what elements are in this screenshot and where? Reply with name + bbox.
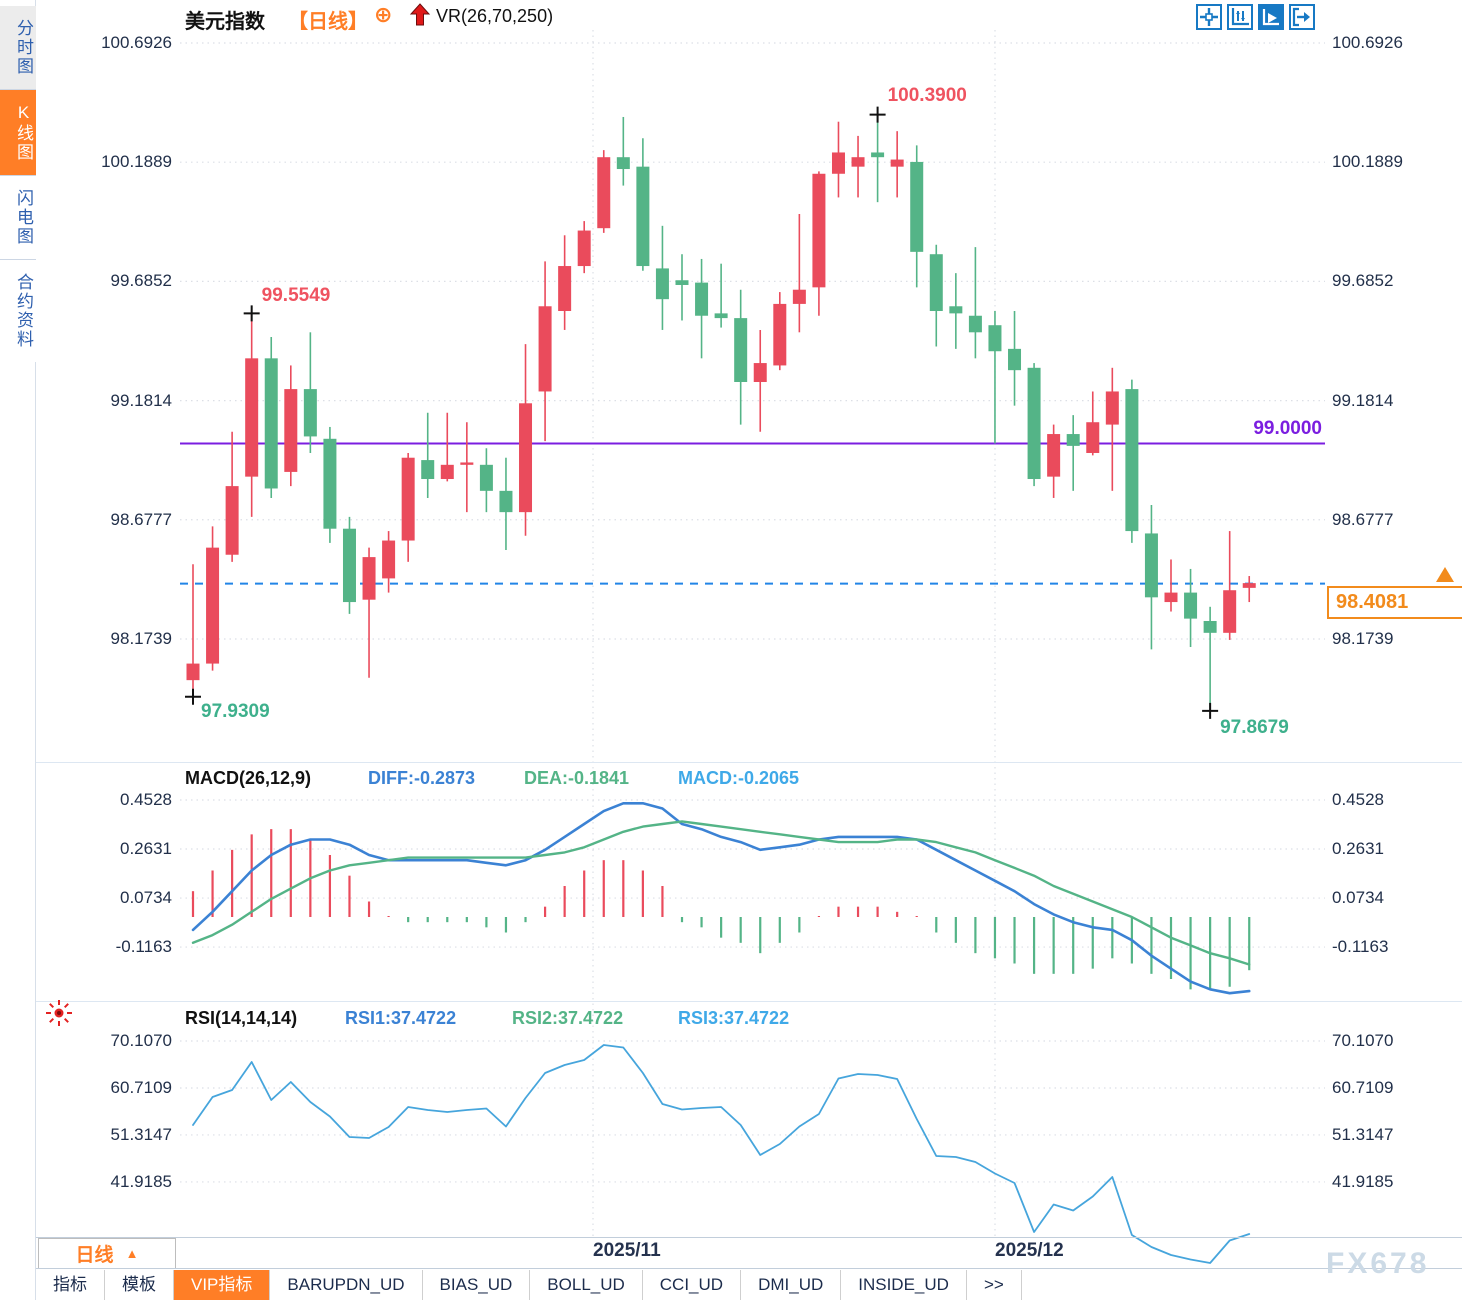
tab-more[interactable]: >> (967, 1270, 1022, 1300)
play-chart-icon[interactable] (1258, 4, 1284, 30)
tab-VIP指标[interactable]: VIP指标 (174, 1270, 271, 1300)
sidebar-item-4[interactable]: 合约资料 (0, 259, 36, 362)
rsi3-readout: RSI3:37.4722 (678, 1008, 790, 1028)
watermark: FX678 (1326, 1247, 1430, 1280)
price-axis-label-right: 99.1814 (1332, 390, 1394, 410)
macd-axis-label-right: 0.2631 (1332, 839, 1384, 859)
sidebar-item-2[interactable]: K线图 (0, 89, 36, 175)
price-annotation: 97.9309 (201, 700, 270, 722)
price-axis-label-left: 100.6926 (101, 33, 172, 52)
tab-指标[interactable]: 指标 (36, 1270, 105, 1300)
xaxis-label: 2025/12 (995, 1240, 1064, 1261)
left-sidebar: 分时图 K线图 闪电图 合约资料 (0, 0, 36, 1300)
price-axis-label-left: 99.6852 (110, 271, 172, 291)
symbol-title: 美元指数 (185, 11, 265, 33)
indicator-settings-sun-icon[interactable] (44, 998, 74, 1033)
rsi1-readout: RSI1:37.4722 (345, 1008, 457, 1028)
chart-title-row: 美元指数 【日线】 ⊕ VR(26,70,250) (0, 0, 1462, 33)
indicator-title: VR(26,70,250) (436, 6, 554, 26)
price-axis-label-left: 99.1814 (110, 390, 172, 410)
period-selector[interactable]: 日线 ▲ (38, 1238, 176, 1269)
period-tag[interactable]: 【日线】 (288, 11, 368, 33)
add-indicator-icon[interactable]: ⊕ (374, 2, 393, 27)
price-annotation: 97.8679 (1220, 716, 1289, 738)
rsi-axis-label-left: 70.1070 (110, 1031, 172, 1050)
tab-模板[interactable]: 模板 (105, 1270, 174, 1300)
macd-params-label: MACD(26,12,9) (185, 768, 312, 788)
hline-price-label: 99.0000 (1253, 418, 1322, 439)
macd-panel-series (191, 801, 1251, 995)
rsi-axis-label-left: 41.9185 (110, 1171, 172, 1191)
macd-value-readout: MACD:-0.2065 (678, 768, 800, 788)
macd-axis-label-left: 0.2631 (120, 839, 172, 859)
crosshair-pan-icon[interactable] (1196, 4, 1222, 30)
tab-BARUPDN_UD[interactable]: BARUPDN_UD (270, 1270, 423, 1300)
up-arrow-icon (409, 3, 431, 32)
macd-axis-label-left: -0.1163 (115, 937, 172, 957)
price-axis-label-left: 98.6777 (110, 509, 172, 529)
rsi-axis-label-right: 41.9185 (1332, 1171, 1394, 1191)
price-axis-label-right: 100.6926 (1332, 33, 1403, 52)
sidebar-item-1[interactable]: 分时图 (0, 6, 36, 89)
goto-latest-icon[interactable] (1289, 4, 1315, 30)
extreme-markers (185, 106, 1219, 719)
macd-axis-label-right: 0.0734 (1332, 888, 1384, 908)
tab-INSIDE_UD[interactable]: INSIDE_UD (841, 1270, 967, 1300)
axis-scale-icon[interactable] (1227, 4, 1253, 30)
rsi-axis-label-right: 51.3147 (1332, 1124, 1394, 1144)
price-axis-label-left: 100.1889 (101, 152, 172, 172)
rsi-axis-label-left: 51.3147 (110, 1124, 172, 1144)
last-price-arrow-icon (1436, 567, 1454, 582)
last-price-tag: 98.4081 (1327, 586, 1462, 619)
rsi-params-label: RSI(14,14,14) (185, 1008, 298, 1028)
price-axis-label-right: 100.1889 (1332, 152, 1403, 172)
chart-toolbar (1196, 4, 1315, 30)
price-axis-label-right: 98.6777 (1332, 509, 1394, 529)
rsi-axis-label-left: 60.7109 (110, 1077, 172, 1097)
candlestick-series (186, 114, 1256, 711)
price-annotation: 99.5549 (261, 285, 331, 307)
price-axis-label-right: 98.1739 (1332, 629, 1394, 648)
indicator-tab-bar: 指标 模板 VIP指标 BARUPDN_UD BIAS_UD BOLL_UD CCI_UD D… (36, 1270, 1022, 1300)
xaxis-top-divider (36, 1237, 1462, 1238)
rsi2-readout: RSI2:37.4722 (512, 1008, 624, 1028)
macd-axis-label-right: 0.4528 (1332, 790, 1384, 810)
price-axis-label-right: 99.6852 (1332, 271, 1394, 291)
tab-DMI_UD[interactable]: DMI_UD (741, 1270, 842, 1300)
macd-axis-label-left: 0.0734 (120, 888, 172, 908)
rsi-axis-label-right: 60.7109 (1332, 1077, 1394, 1097)
price-annotation: 100.3900 (887, 84, 967, 106)
period-dropdown-icon: ▲ (125, 1246, 139, 1261)
xaxis-label: 2025/11 (593, 1240, 661, 1261)
macd-dea-readout: DEA:-0.1841 (524, 768, 630, 788)
period-label: 日线 (75, 1245, 114, 1266)
tab-BIAS_UD[interactable]: BIAS_UD (423, 1270, 531, 1300)
tab-BOLL_UD[interactable]: BOLL_UD (530, 1270, 643, 1300)
macd-axis-label-right: -0.1163 (1332, 937, 1389, 957)
gridlines (36, 30, 1462, 1237)
macd-diff-readout: DIFF:-0.2873 (368, 768, 476, 788)
sidebar-item-3[interactable]: 闪电图 (0, 175, 36, 259)
tab-CCI_UD[interactable]: CCI_UD (643, 1270, 742, 1300)
macd-axis-label-left: 0.4528 (120, 790, 172, 810)
xaxis-bottom-divider (36, 1268, 1462, 1269)
price-axis-label-left: 98.1739 (110, 629, 172, 648)
rsi-panel-series (192, 1044, 1251, 1264)
rsi-axis-label-right: 70.1070 (1332, 1031, 1394, 1050)
